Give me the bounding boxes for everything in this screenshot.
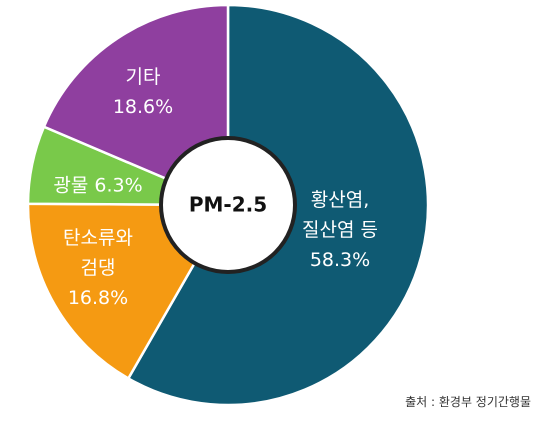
slice-label-line: 탄소류와	[63, 227, 133, 249]
slice-label-line: 58.3%	[310, 249, 370, 271]
slice-label-4: 기타 18.6%	[113, 66, 173, 118]
slice-label-line: 검댕	[81, 257, 116, 279]
center-circle	[159, 136, 297, 274]
slice-label-line: 질산염 등	[302, 219, 378, 241]
slice-label-line: 기타	[126, 66, 161, 88]
slice-label-line: 16.8%	[68, 287, 128, 309]
slice-label-1: 황산염, 질산염 등 58.3%	[302, 189, 378, 271]
source-note: 출처 : 환경부 정기간행물	[405, 395, 531, 409]
center-label: PM-2.5	[189, 193, 267, 217]
slice-label-3: 광물 6.3%	[53, 175, 142, 197]
slice-label-line: 18.6%	[113, 96, 173, 118]
slice-label-line: 황산염,	[311, 189, 369, 211]
